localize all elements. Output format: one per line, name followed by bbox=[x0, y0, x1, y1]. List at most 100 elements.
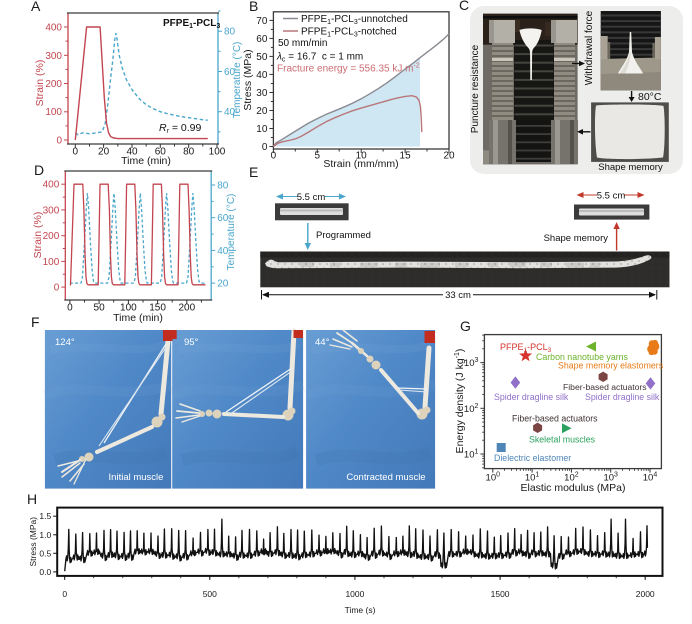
svg-text:2000: 2000 bbox=[636, 589, 655, 599]
svg-text:50 mm/min: 50 mm/min bbox=[278, 38, 327, 49]
svg-text:40: 40 bbox=[256, 70, 268, 81]
svg-text:100: 100 bbox=[45, 107, 62, 118]
svg-text:80: 80 bbox=[217, 181, 229, 192]
svg-text:Spider dragline silk: Spider dragline silk bbox=[585, 392, 660, 402]
svg-text:Puncture resistance: Puncture resistance bbox=[470, 44, 481, 133]
svg-text:200: 200 bbox=[45, 79, 62, 90]
svg-text:104: 104 bbox=[643, 472, 658, 484]
svg-text:0.0: 0.0 bbox=[39, 567, 51, 577]
svg-text:0.5: 0.5 bbox=[39, 548, 51, 558]
svg-text:Elastic modulus (MPa): Elastic modulus (MPa) bbox=[520, 482, 625, 494]
svg-text:λc = 16.7 c = 1 mm: λc = 16.7 c = 1 mm bbox=[276, 52, 363, 64]
svg-text:60: 60 bbox=[217, 213, 229, 224]
svg-text:Fracture energy = 556.35 kJ m-: Fracture energy = 556.35 kJ m-2 bbox=[277, 63, 420, 75]
svg-text:1000: 1000 bbox=[345, 589, 364, 599]
svg-text:80: 80 bbox=[224, 27, 236, 38]
svg-text:Shape memory: Shape memory bbox=[598, 162, 663, 173]
svg-text:Fiber-based actuators: Fiber-based actuators bbox=[563, 382, 647, 392]
svg-text:5: 5 bbox=[315, 151, 321, 162]
svg-text:15: 15 bbox=[400, 151, 412, 162]
svg-text:150: 150 bbox=[149, 303, 166, 314]
svg-text:0: 0 bbox=[262, 142, 268, 153]
svg-text:Shape memory: Shape memory bbox=[544, 233, 609, 244]
svg-text:Temperature (°C): Temperature (°C) bbox=[232, 42, 243, 119]
svg-text:G: G bbox=[460, 318, 471, 334]
svg-text:A: A bbox=[31, 0, 41, 14]
svg-text:Energy density (J kg-1): Energy density (J kg-1) bbox=[454, 349, 466, 454]
svg-text:Stress (MPa): Stress (MPa) bbox=[242, 49, 254, 110]
svg-text:10: 10 bbox=[256, 124, 268, 135]
svg-text:Time (s): Time (s) bbox=[345, 605, 376, 615]
svg-text:80°C: 80°C bbox=[638, 91, 662, 103]
svg-text:101: 101 bbox=[464, 449, 479, 461]
svg-text:70: 70 bbox=[256, 16, 268, 27]
svg-text:44°: 44° bbox=[315, 337, 330, 348]
svg-text:0: 0 bbox=[54, 283, 60, 294]
svg-text:20: 20 bbox=[443, 151, 455, 162]
svg-text:B: B bbox=[249, 0, 258, 14]
svg-text:20: 20 bbox=[256, 106, 268, 117]
svg-text:Fiber-based actuators: Fiber-based actuators bbox=[512, 414, 598, 424]
svg-text:1500: 1500 bbox=[491, 589, 510, 599]
svg-text:300: 300 bbox=[43, 205, 60, 216]
svg-text:40: 40 bbox=[224, 107, 236, 118]
svg-text:PFPE1-PCL3-unnotched: PFPE1-PCL3-unnotched bbox=[301, 14, 408, 26]
svg-text:5.5 cm: 5.5 cm bbox=[297, 192, 326, 203]
svg-text:Carbon nanotube yarns: Carbon nanotube yarns bbox=[536, 352, 629, 362]
svg-text:Strain (%): Strain (%) bbox=[32, 212, 44, 259]
svg-text:50: 50 bbox=[256, 52, 268, 63]
svg-text:103: 103 bbox=[464, 357, 479, 369]
svg-text:102: 102 bbox=[464, 403, 479, 415]
svg-text:Stress (MPa): Stress (MPa) bbox=[28, 517, 38, 567]
svg-text:Rr = 0.99: Rr = 0.99 bbox=[159, 122, 202, 135]
svg-text:60: 60 bbox=[155, 147, 167, 158]
svg-text:Strain (mm/mm): Strain (mm/mm) bbox=[323, 158, 398, 170]
svg-text:D: D bbox=[34, 162, 44, 178]
svg-text:20: 20 bbox=[98, 147, 110, 158]
svg-text:H: H bbox=[27, 491, 37, 507]
svg-text:50: 50 bbox=[94, 303, 106, 314]
svg-text:200: 200 bbox=[178, 303, 195, 314]
svg-text:Strain (%): Strain (%) bbox=[34, 60, 46, 107]
svg-text:5.5 cm: 5.5 cm bbox=[597, 191, 626, 202]
svg-text:30: 30 bbox=[256, 88, 268, 99]
svg-text:1.0: 1.0 bbox=[39, 530, 51, 540]
svg-text:Withdrawal force: Withdrawal force bbox=[584, 10, 595, 85]
svg-text:Spider dragline silk: Spider dragline silk bbox=[494, 392, 569, 402]
svg-text:200: 200 bbox=[43, 231, 60, 242]
svg-text:100: 100 bbox=[209, 147, 226, 158]
svg-text:100: 100 bbox=[486, 472, 501, 484]
svg-text:100: 100 bbox=[120, 303, 137, 314]
svg-text:500: 500 bbox=[203, 589, 217, 599]
svg-text:C: C bbox=[459, 0, 469, 13]
svg-text:40: 40 bbox=[217, 246, 229, 257]
svg-text:PFPE1-PCL3-notched: PFPE1-PCL3-notched bbox=[301, 27, 397, 39]
svg-text:0: 0 bbox=[271, 151, 277, 162]
svg-text:1.5: 1.5 bbox=[39, 511, 51, 521]
svg-text:Shape memory elastomers: Shape memory elastomers bbox=[558, 361, 664, 371]
svg-text:Time (min): Time (min) bbox=[121, 155, 171, 167]
svg-text:0: 0 bbox=[62, 589, 67, 599]
svg-text:Programmed: Programmed bbox=[316, 230, 371, 241]
svg-text:0: 0 bbox=[73, 147, 79, 158]
svg-text:PFPE1-PCL3: PFPE1-PCL3 bbox=[163, 18, 220, 30]
svg-text:60: 60 bbox=[224, 67, 236, 78]
svg-text:10: 10 bbox=[356, 151, 368, 162]
svg-text:Temperature (°C): Temperature (°C) bbox=[226, 194, 237, 271]
svg-text:100: 100 bbox=[43, 257, 60, 268]
svg-text:Skeletal muscles: Skeletal muscles bbox=[529, 435, 596, 445]
svg-text:Contracted muscle: Contracted muscle bbox=[346, 472, 425, 483]
svg-text:Time (min): Time (min) bbox=[113, 312, 163, 324]
svg-text:400: 400 bbox=[43, 180, 60, 191]
svg-text:40: 40 bbox=[126, 147, 138, 158]
svg-text:0: 0 bbox=[67, 303, 73, 314]
svg-text:PFPE1-PCL3: PFPE1-PCL3 bbox=[500, 342, 552, 354]
svg-text:80: 80 bbox=[183, 147, 195, 158]
svg-text:60: 60 bbox=[256, 34, 268, 45]
svg-text:300: 300 bbox=[45, 51, 62, 62]
svg-text:400: 400 bbox=[45, 23, 62, 34]
svg-text:Initial muscle: Initial muscle bbox=[109, 472, 164, 483]
svg-text:Dielectric elastomer: Dielectric elastomer bbox=[494, 453, 571, 463]
svg-text:E: E bbox=[249, 164, 258, 180]
svg-text:124°: 124° bbox=[55, 337, 75, 348]
